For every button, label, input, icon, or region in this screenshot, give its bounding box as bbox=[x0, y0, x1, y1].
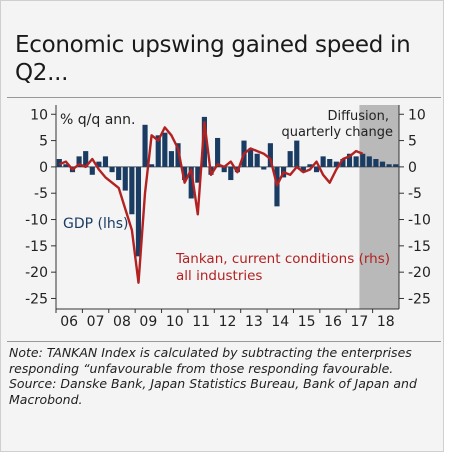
gdp-bar bbox=[83, 151, 89, 167]
x-tick-label: 16 bbox=[324, 314, 342, 330]
gdp-bar bbox=[116, 166, 122, 181]
gdp-bar bbox=[379, 161, 386, 167]
gdp-bar bbox=[122, 166, 128, 191]
gdp-bar bbox=[386, 164, 392, 167]
x-tick-label: 18 bbox=[377, 314, 395, 330]
x-tick-label: 09 bbox=[139, 314, 157, 330]
gdp-bar bbox=[215, 137, 221, 167]
title-divider bbox=[7, 97, 441, 98]
gdp-bar bbox=[63, 164, 69, 167]
tankan-legend-sublabel: all industries bbox=[176, 268, 262, 284]
gdp-bar bbox=[261, 166, 267, 170]
x-tick-label: 17 bbox=[351, 314, 369, 330]
gdp-bar bbox=[195, 166, 201, 183]
gdp-bar bbox=[162, 132, 168, 167]
note-divider bbox=[7, 341, 441, 342]
gdp-bar bbox=[142, 124, 148, 167]
chart-panel: Economic upswing gained speed in Q2... 1… bbox=[0, 0, 444, 452]
gdp-bar bbox=[175, 143, 181, 167]
gdp-bar bbox=[188, 166, 194, 199]
chart-footnote: Note: TANKAN Index is calculated by subt… bbox=[9, 345, 439, 407]
y-tick-label-right: -20 bbox=[408, 265, 431, 281]
gdp-bar bbox=[294, 140, 300, 167]
gdp-bar bbox=[182, 166, 188, 181]
gdp-bar bbox=[393, 164, 399, 167]
gdp-bar bbox=[274, 166, 280, 207]
y-tick-label-right: -5 bbox=[408, 186, 422, 202]
y-tick-label-right: 10 bbox=[408, 107, 426, 123]
x-tick-label: 11 bbox=[192, 314, 210, 330]
gdp-bar bbox=[135, 166, 142, 257]
gdp-bar bbox=[267, 143, 273, 167]
gdp-bar bbox=[76, 156, 82, 167]
gdp-bar bbox=[254, 153, 260, 167]
chart-title: Economic upswing gained speed in Q2... bbox=[15, 32, 411, 86]
x-tick-label: 13 bbox=[245, 314, 263, 330]
x-tick-label: 10 bbox=[166, 314, 184, 330]
gdp-bar bbox=[149, 164, 155, 167]
y-tick-label-left: -10 bbox=[25, 213, 48, 229]
y-tick-label-left: -15 bbox=[25, 239, 48, 255]
gdp-bar bbox=[300, 166, 306, 173]
y-tick-label-left: 10 bbox=[30, 107, 48, 123]
gdp-bar bbox=[96, 161, 102, 167]
y-tick-label-right: -15 bbox=[408, 239, 431, 255]
gdp-bar bbox=[327, 159, 333, 167]
gdp-bar bbox=[346, 153, 353, 167]
tankan-line bbox=[58, 120, 364, 284]
x-tick-label: 14 bbox=[271, 314, 289, 330]
x-tick-label: 06 bbox=[60, 314, 78, 330]
gdp-bar bbox=[109, 166, 115, 173]
y-tick-label-right: 5 bbox=[408, 134, 417, 150]
gdp-bar bbox=[340, 159, 346, 167]
y-tick-label-right: 0 bbox=[408, 160, 417, 176]
gdp-bar bbox=[201, 116, 207, 167]
gdp-bar bbox=[129, 166, 135, 215]
gdp-bar bbox=[56, 159, 62, 167]
y-tick-label-left: 5 bbox=[39, 134, 48, 150]
y-tick-label-left: -5 bbox=[34, 186, 48, 202]
gdp-legend-label: GDP (lhs) bbox=[63, 216, 129, 232]
chart-plot: 10 10 5 5 0 0 -5 -5 -10 -10 -15 -15 -20 -20 -25 -25 06 07… bbox=[25, 105, 431, 330]
gdp-bar bbox=[221, 166, 227, 173]
source-text: Source: Danske Bank, Japan Statistics Bu… bbox=[9, 376, 417, 407]
gdp-bar bbox=[360, 153, 366, 167]
gdp-bar bbox=[373, 159, 379, 167]
gdp-bar bbox=[320, 156, 326, 167]
shaded-region-label-line2: quarterly change bbox=[281, 125, 393, 140]
x-tick-label: 12 bbox=[219, 314, 237, 330]
y-tick-label-right: -25 bbox=[408, 291, 431, 307]
gdp-bar bbox=[228, 166, 234, 181]
gdp-bar bbox=[333, 161, 339, 167]
gdp-bar bbox=[155, 135, 161, 167]
gdp-bar bbox=[307, 164, 313, 167]
tankan-legend-label: Tankan, current conditions (rhs) bbox=[175, 251, 390, 267]
y-tick-label-right: -10 bbox=[408, 213, 431, 229]
y-tick-label-left: -20 bbox=[25, 265, 48, 281]
gdp-bar bbox=[248, 148, 254, 167]
gdp-bar bbox=[313, 166, 320, 173]
x-tick-label: 15 bbox=[298, 314, 316, 330]
gdp-bar bbox=[287, 151, 293, 167]
x-tick-label: 07 bbox=[87, 314, 105, 330]
x-tick-label: 08 bbox=[113, 314, 131, 330]
gdp-bar bbox=[168, 151, 175, 167]
shaded-region-label: Diffusion, bbox=[327, 109, 389, 124]
gdp-bar bbox=[353, 156, 359, 167]
y-tick-label-left: 0 bbox=[39, 160, 48, 176]
y-axis-unit-label: % q/q ann. bbox=[60, 112, 135, 128]
y-tick-label-left: -25 bbox=[25, 291, 48, 307]
gdp-bar bbox=[102, 156, 109, 167]
gdp-bar bbox=[89, 166, 95, 175]
shaded-region bbox=[359, 105, 399, 309]
note-text: Note: TANKAN Index is calculated by subt… bbox=[9, 345, 412, 376]
gdp-bar bbox=[366, 156, 372, 167]
